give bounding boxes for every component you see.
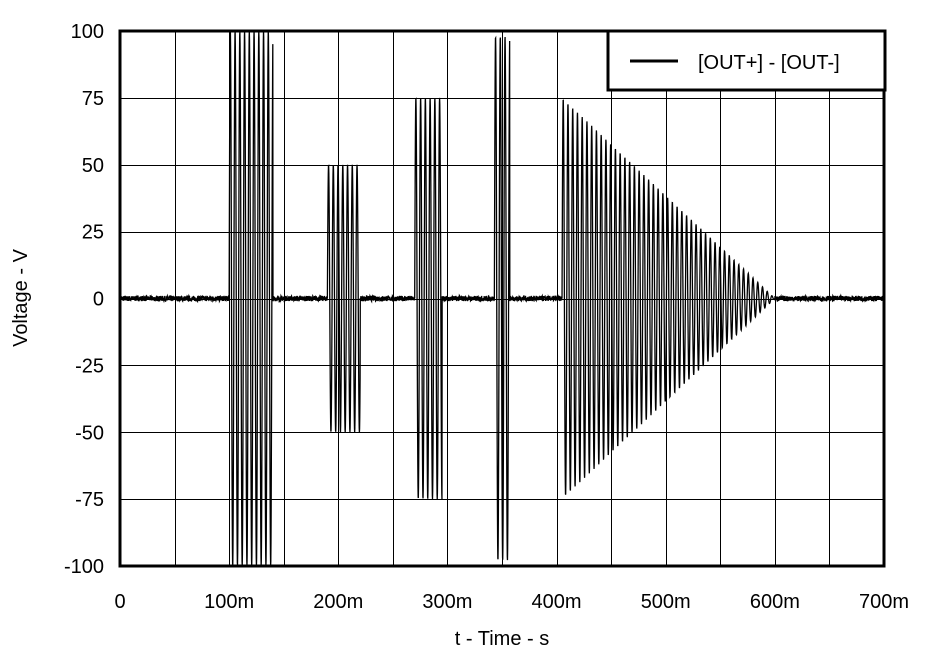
series-line-out-diff <box>119 30 885 567</box>
y-tick-label: -100 <box>64 556 104 578</box>
x-tick-label: 500m <box>641 591 691 613</box>
y-axis-title: Voltage - V <box>10 248 32 347</box>
x-tick-label: 400m <box>532 591 582 613</box>
x-axis-title: t - Time - s <box>455 628 549 650</box>
y-tick-label: 0 <box>93 289 104 311</box>
y-tick-label: 25 <box>82 222 104 244</box>
legend: [OUT+] - [OUT-] <box>606 29 887 92</box>
x-tick-label: 200m <box>313 591 363 613</box>
x-tick-label: 600m <box>750 591 800 613</box>
y-tick-label: 75 <box>82 88 104 110</box>
x-tick-label: 0 <box>114 591 125 613</box>
y-tick-label: 100 <box>71 21 104 43</box>
y-tick-label: -75 <box>75 489 104 511</box>
legend-label: [OUT+] - [OUT-] <box>698 52 840 74</box>
y-axis-tick-labels: 100 75 50 25 0 -25 -50 -75 -100 <box>64 21 104 578</box>
waveform-series <box>119 30 885 567</box>
plot-frame <box>118 29 886 568</box>
y-tick-label: -25 <box>75 355 104 377</box>
x-tick-label: 100m <box>204 591 254 613</box>
y-tick-label: 50 <box>82 155 104 177</box>
x-tick-label: 300m <box>422 591 472 613</box>
x-tick-label: 700m <box>859 591 909 613</box>
x-axis-tick-labels: 0 100m 200m 300m 400m 500m 600m 700m <box>114 591 909 613</box>
y-tick-label: -50 <box>75 422 104 444</box>
